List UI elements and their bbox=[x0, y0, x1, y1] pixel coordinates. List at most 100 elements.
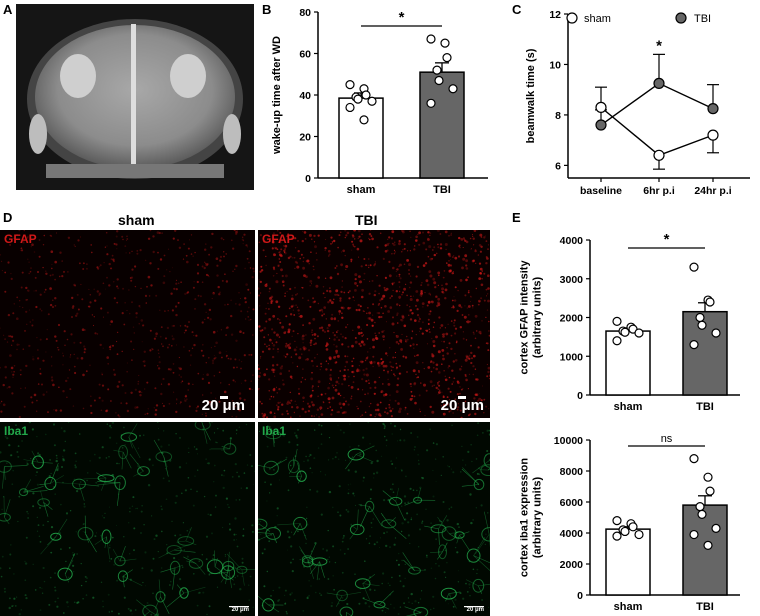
y-tick-label: 2000 bbox=[560, 313, 584, 325]
x-tick-label: sham bbox=[347, 184, 376, 196]
data-point bbox=[634, 529, 644, 540]
panel-label-b: B bbox=[262, 2, 272, 17]
data-point bbox=[359, 115, 369, 125]
data-point-sham bbox=[653, 149, 665, 161]
data-point bbox=[612, 515, 622, 526]
bar-sham bbox=[605, 528, 651, 596]
panel-label-d: D bbox=[3, 210, 13, 225]
chart-iba1-expression: 0 2000 4000 6000 8000 10000 cortex iba1 expres… bbox=[520, 433, 740, 613]
significance-label: * bbox=[656, 38, 662, 55]
panel-label-a: A bbox=[3, 2, 13, 17]
iba1-tbi-image: Iba1 20 μm bbox=[258, 422, 490, 616]
chart-wakeup-time: 0 20 40 60 80 wake-up time after WD sham TBI * bbox=[271, 7, 488, 196]
y-axis-label: cortex iba1 expression bbox=[520, 458, 531, 578]
scale-bar bbox=[220, 396, 228, 399]
data-point-TBI bbox=[595, 119, 607, 131]
y-tick-label: 6000 bbox=[560, 497, 584, 509]
y-tick-label: 10000 bbox=[554, 435, 583, 447]
panel-label-e: E bbox=[512, 210, 521, 225]
x-tick-label: sham bbox=[614, 401, 643, 413]
scale-bar bbox=[458, 396, 466, 399]
series-line-TBI bbox=[600, 82, 714, 126]
data-point bbox=[442, 53, 452, 63]
scale-bar-label: 20 μm bbox=[466, 607, 484, 613]
y-axis-label: (arbitrary units) bbox=[532, 277, 544, 359]
column-title-sham: sham bbox=[118, 212, 155, 228]
data-point bbox=[434, 75, 444, 86]
data-point bbox=[705, 486, 715, 496]
legend-label: TBI bbox=[694, 13, 711, 25]
data-point bbox=[695, 312, 705, 323]
x-tick-label: baseline bbox=[580, 185, 622, 197]
y-tick-label: 8000 bbox=[560, 466, 584, 478]
y-tick-label: 0 bbox=[305, 173, 311, 185]
y-tick-label: 6 bbox=[555, 160, 561, 172]
data-point bbox=[426, 98, 436, 108]
data-point bbox=[689, 529, 699, 540]
data-point bbox=[689, 340, 699, 350]
scale-bar-label: 20 μm bbox=[231, 607, 249, 613]
chart-gfap-intensity: 0 1000 2000 3000 4000 cortex GFAP intensity (a… bbox=[520, 231, 740, 413]
column-title-tbi: TBI bbox=[355, 212, 378, 228]
y-axis-label: beamwalk time (s) bbox=[525, 48, 537, 143]
y-tick-label: 40 bbox=[299, 90, 311, 102]
data-point bbox=[426, 34, 436, 44]
y-axis-label: cortex GFAP intensity bbox=[520, 260, 531, 375]
iba1-sham-image: Iba1 20 μm bbox=[0, 422, 255, 616]
data-point bbox=[612, 531, 622, 541]
data-point-sham bbox=[595, 101, 607, 113]
data-point bbox=[695, 502, 705, 512]
y-tick-label: 10 bbox=[549, 59, 561, 71]
y-tick-label: 2000 bbox=[560, 559, 584, 571]
scale-bar-label: 20 μm bbox=[440, 397, 484, 414]
gfap-label: GFAP bbox=[262, 232, 295, 246]
x-tick-label: TBI bbox=[433, 184, 451, 196]
y-tick-label: 12 bbox=[549, 9, 561, 21]
data-point bbox=[697, 320, 707, 330]
x-tick-label: TBI bbox=[696, 401, 714, 413]
data-point bbox=[620, 526, 630, 537]
data-point bbox=[345, 80, 355, 90]
data-point bbox=[705, 297, 715, 307]
y-axis-label: wake-up time after WD bbox=[271, 36, 283, 155]
data-point bbox=[440, 38, 450, 48]
data-point bbox=[345, 102, 355, 113]
y-tick-label: 0 bbox=[577, 590, 583, 602]
data-point bbox=[703, 540, 713, 551]
data-point bbox=[689, 454, 699, 464]
bar-sham bbox=[338, 97, 384, 179]
x-tick-label: 6hr p.i bbox=[643, 185, 675, 197]
y-tick-label: 3000 bbox=[560, 274, 584, 286]
scale-bar-label: 20 μm bbox=[201, 397, 245, 414]
y-tick-label: 0 bbox=[577, 390, 583, 402]
chart-beamwalk-time: 6 8 10 12 baseline 6hr p.i 24hr p.i beamwalk ti… bbox=[525, 9, 750, 197]
data-point bbox=[634, 328, 644, 338]
significance-label: * bbox=[664, 231, 670, 248]
y-tick-label: 8 bbox=[555, 110, 561, 122]
data-point bbox=[612, 336, 622, 346]
data-point bbox=[620, 327, 630, 337]
y-tick-label: 60 bbox=[299, 49, 311, 61]
gfap-tbi-image: GFAP 20 μm bbox=[258, 230, 490, 418]
legend-label: sham bbox=[584, 13, 611, 25]
data-point bbox=[432, 65, 442, 75]
y-tick-label: 1000 bbox=[560, 351, 584, 363]
data-point bbox=[612, 316, 622, 326]
x-tick-label: sham bbox=[614, 601, 643, 613]
y-tick-label: 80 bbox=[299, 7, 311, 19]
series-line-sham bbox=[600, 106, 714, 157]
scale-bar bbox=[229, 606, 249, 608]
bar-TBI bbox=[682, 504, 728, 596]
gfap-label: GFAP bbox=[4, 232, 37, 246]
data-point bbox=[689, 262, 699, 272]
panel-label-c: C bbox=[512, 2, 522, 17]
iba1-label: Iba1 bbox=[4, 424, 29, 438]
y-axis-label: (arbitrary units) bbox=[532, 477, 544, 559]
y-tick-label: 4000 bbox=[560, 235, 584, 247]
data-point-TBI bbox=[653, 77, 665, 89]
data-point bbox=[448, 84, 458, 94]
legend-marker-sham bbox=[566, 12, 578, 24]
y-tick-label: 20 bbox=[299, 132, 311, 144]
data-point bbox=[711, 328, 721, 338]
legend-marker-tbi bbox=[675, 12, 687, 24]
